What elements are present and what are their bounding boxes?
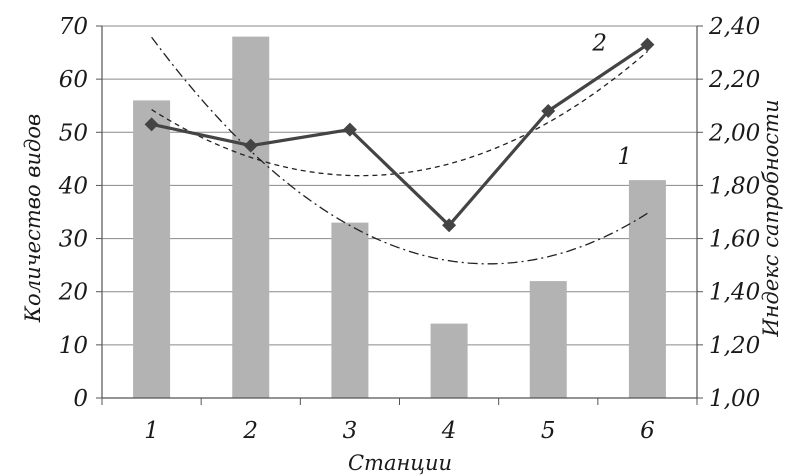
series-1-label: 1 <box>617 144 632 170</box>
bar <box>133 100 171 399</box>
trendline-series-2 <box>151 51 648 177</box>
trendlines <box>151 36 648 265</box>
x-tick-label: 4 <box>441 418 457 444</box>
series-2-marker <box>144 117 159 132</box>
right-tick-label: 1,20 <box>709 333 760 359</box>
axes <box>96 25 703 405</box>
left-tick-label: 20 <box>58 280 88 306</box>
series-2-marker <box>640 37 655 52</box>
bar <box>529 281 567 398</box>
x-tick-label: 1 <box>144 418 159 444</box>
left-axis-title: Количество видов <box>21 114 45 323</box>
series-2-line <box>151 43 649 227</box>
left-tick-label: 70 <box>59 14 88 40</box>
series-2-marker <box>243 138 258 153</box>
series-2-marker <box>541 104 556 119</box>
left-tick-label: 40 <box>58 173 88 199</box>
left-tick-label: 60 <box>59 67 88 93</box>
x-tick-label: 6 <box>640 418 655 444</box>
gridlines <box>102 25 697 346</box>
x-axis-title: Станции <box>348 451 452 475</box>
line-series <box>144 37 655 233</box>
x-tick-label: 3 <box>343 418 358 444</box>
right-tick-label: 2,40 <box>708 14 760 40</box>
x-axis-ticks: 1 2 3 4 5 6 <box>144 418 654 444</box>
left-tick-label: 0 <box>73 386 88 412</box>
right-tick-label: 1,60 <box>709 227 760 253</box>
right-tick-label: 2,00 <box>708 120 760 146</box>
series-2-marker <box>342 122 357 137</box>
bar <box>331 222 369 398</box>
x-tick-label: 5 <box>541 418 556 444</box>
left-tick-label: 50 <box>59 120 88 146</box>
series-2-marker <box>442 218 457 233</box>
right-axis-ticks: 1,00 1,20 1,40 1,60 1,80 2,00 2,20 2,40 <box>708 14 760 412</box>
right-tick-label: 2,20 <box>708 67 760 93</box>
left-tick-label: 10 <box>59 333 88 359</box>
right-tick-label: 1,40 <box>709 280 760 306</box>
bar <box>628 180 666 398</box>
left-axis-ticks: 0 10 20 30 40 50 60 70 <box>58 14 88 412</box>
right-tick-label: 1,00 <box>709 386 760 412</box>
left-tick-label: 30 <box>59 227 88 253</box>
right-tick-label: 1,80 <box>709 173 760 199</box>
trendline-series-1 <box>151 36 648 265</box>
bar <box>232 36 270 398</box>
x-tick-label: 2 <box>242 418 258 444</box>
bar-series <box>133 36 666 399</box>
series-labels: 12 <box>591 31 632 171</box>
right-axis-title: Индекс сапробности <box>759 99 783 337</box>
series-2-label: 2 <box>591 31 607 57</box>
bar <box>430 323 468 398</box>
